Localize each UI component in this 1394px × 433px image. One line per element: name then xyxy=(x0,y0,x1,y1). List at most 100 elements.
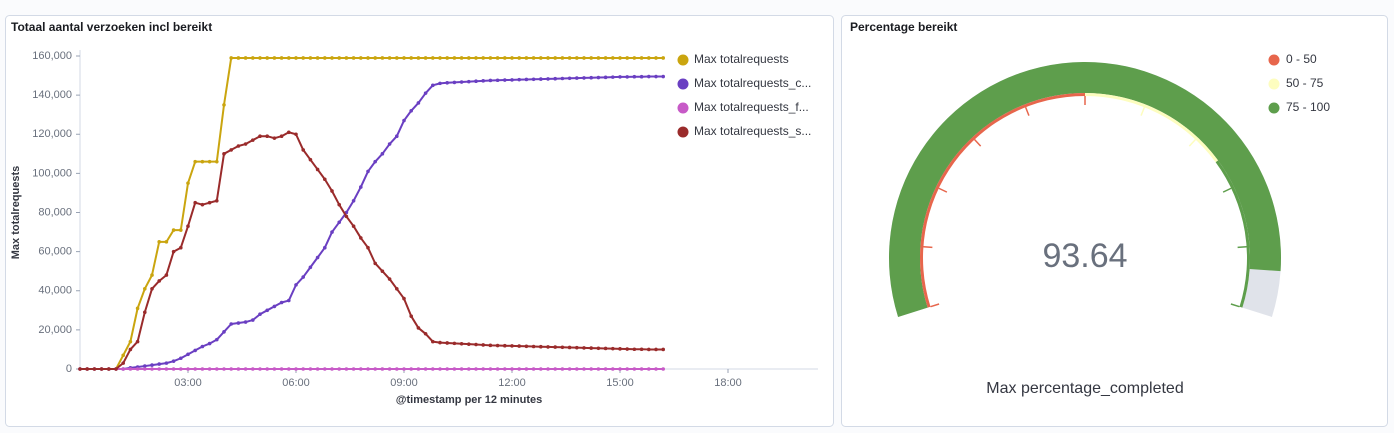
gauge-range-band xyxy=(1215,160,1250,308)
data-point xyxy=(416,101,421,105)
data-point xyxy=(337,367,342,371)
data-point xyxy=(553,367,557,371)
data-point xyxy=(366,169,370,174)
legend-label: 75 - 100 xyxy=(1286,100,1330,114)
data-point xyxy=(128,367,133,371)
data-point xyxy=(222,152,226,156)
data-point xyxy=(164,367,169,371)
panel-title: Percentage bereikt xyxy=(850,20,957,34)
data-point xyxy=(157,362,161,366)
data-point xyxy=(517,77,521,82)
data-point xyxy=(647,56,651,60)
data-point xyxy=(445,367,450,371)
data-point xyxy=(539,56,543,60)
data-point xyxy=(531,344,536,349)
y-tick-label: 0 xyxy=(66,363,72,375)
data-point xyxy=(344,367,349,371)
data-point xyxy=(251,318,255,322)
data-point xyxy=(207,341,212,346)
data-point xyxy=(366,245,370,250)
data-point xyxy=(402,367,406,371)
data-point xyxy=(589,75,593,80)
data-point xyxy=(431,56,435,60)
data-point xyxy=(503,367,507,371)
data-point xyxy=(294,56,298,60)
data-point xyxy=(611,75,615,79)
data-point xyxy=(222,330,226,334)
data-point xyxy=(351,367,356,371)
data-point xyxy=(423,331,428,336)
data-point xyxy=(186,352,190,357)
data-point xyxy=(474,342,478,347)
data-point xyxy=(215,198,219,203)
data-point xyxy=(92,367,97,371)
legend-marker xyxy=(677,102,689,114)
data-point xyxy=(467,79,471,84)
data-point xyxy=(207,200,212,205)
data-point xyxy=(171,249,176,254)
gauge-tick xyxy=(1140,106,1146,116)
data-point xyxy=(387,142,392,146)
data-point xyxy=(445,81,450,85)
data-point xyxy=(582,76,586,80)
data-point xyxy=(503,56,507,60)
data-point xyxy=(121,361,125,365)
data-point xyxy=(301,275,306,279)
data-point xyxy=(359,236,363,240)
data-point xyxy=(654,367,658,371)
gauge-tick xyxy=(938,187,948,193)
data-point xyxy=(215,367,219,371)
data-point xyxy=(99,367,104,371)
data-point xyxy=(323,56,327,60)
data-point xyxy=(380,56,385,60)
data-point xyxy=(287,130,291,135)
data-point xyxy=(272,136,277,140)
data-point xyxy=(639,367,644,371)
y-tick-label: 60,000 xyxy=(38,246,72,258)
data-point xyxy=(387,367,392,371)
data-point xyxy=(279,134,284,139)
data-point xyxy=(618,56,622,60)
data-point xyxy=(503,343,507,348)
data-point xyxy=(193,367,197,371)
data-point xyxy=(596,346,601,351)
data-point xyxy=(387,56,392,60)
data-point xyxy=(445,56,450,60)
gauge-tick xyxy=(1024,106,1030,116)
data-point xyxy=(229,322,233,326)
data-point xyxy=(330,367,334,371)
data-point xyxy=(654,347,658,352)
data-point xyxy=(575,76,579,80)
data-point xyxy=(517,367,521,371)
data-point xyxy=(265,134,270,139)
data-point xyxy=(654,56,658,60)
data-point xyxy=(625,75,629,79)
data-point xyxy=(157,240,161,244)
data-point xyxy=(632,367,637,371)
data-point xyxy=(121,367,125,371)
data-point xyxy=(560,76,565,81)
data-point xyxy=(452,80,457,85)
data-point xyxy=(215,337,219,342)
data-point xyxy=(323,177,327,182)
data-point xyxy=(351,198,356,203)
data-point xyxy=(438,340,442,345)
data-point xyxy=(531,367,536,371)
data-point xyxy=(373,261,378,266)
data-point xyxy=(488,367,493,371)
legend-label: Max totalrequests_f... xyxy=(694,100,809,114)
data-point xyxy=(315,56,320,60)
data-point xyxy=(647,347,651,352)
data-point xyxy=(474,56,478,60)
data-point xyxy=(467,56,471,60)
data-point xyxy=(164,240,169,244)
data-point xyxy=(164,361,169,365)
data-point xyxy=(337,202,342,207)
x-tick-label: 15:00 xyxy=(606,377,634,389)
data-point xyxy=(503,78,507,82)
data-point xyxy=(560,56,565,60)
data-point xyxy=(114,367,118,371)
data-point xyxy=(222,367,226,371)
data-point xyxy=(315,367,320,371)
